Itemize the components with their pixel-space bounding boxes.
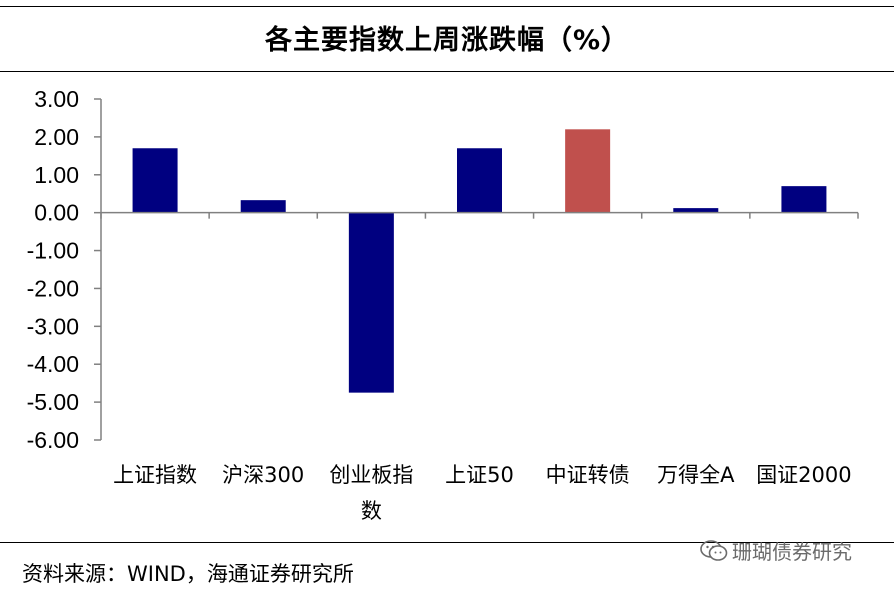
x-category-label: 国证2000	[756, 463, 851, 487]
bottom-rule	[0, 542, 894, 543]
y-tick-label: -2.00	[27, 275, 79, 301]
bar-chart: 3.00 2.00 1.00 0.00 -1.00 -2.00 -3.00 -4.00 -5.0…	[27, 86, 859, 523]
bar-6	[781, 186, 827, 213]
y-tick-label: 1.00	[34, 162, 79, 188]
y-tick-label: -6.00	[27, 427, 79, 453]
chart-title: 各主要指数上周涨跌幅（%）	[264, 25, 630, 56]
watermark-text: 珊瑚债券研究	[732, 540, 852, 564]
x-category-label: 沪深300	[222, 463, 304, 487]
bar-0	[132, 148, 178, 213]
bar-4	[565, 129, 611, 213]
y-tick-label: 3.00	[34, 86, 79, 112]
bar-1	[240, 200, 286, 213]
x-category-label: 中证转债	[546, 463, 630, 487]
x-category-label: 上证50	[445, 463, 514, 487]
top-rule	[0, 6, 894, 7]
x-category-label: 万得全A	[657, 463, 735, 487]
y-tick-label: -5.00	[27, 389, 79, 415]
bars	[132, 129, 827, 393]
title-rule	[0, 71, 894, 72]
y-tick-label: -1.00	[27, 238, 79, 264]
bar-2	[348, 212, 394, 393]
x-category-label: 数	[361, 499, 382, 523]
wechat-icon	[700, 539, 728, 561]
x-category-label: 创业板指	[329, 463, 413, 487]
bar-5	[673, 208, 719, 213]
x-axis	[100, 211, 859, 219]
watermark: 珊瑚债券研究	[700, 536, 852, 565]
source-note: 资料来源：WIND，海通证券研究所	[22, 562, 354, 586]
y-tick-label: 0.00	[34, 200, 79, 226]
y-tick-label: 2.00	[34, 124, 79, 150]
y-axis: 3.00 2.00 1.00 0.00 -1.00 -2.00 -3.00 -4.00 -5.0…	[27, 86, 102, 453]
y-tick-label: -4.00	[27, 351, 79, 377]
x-category-label: 上证指数	[113, 463, 197, 487]
bar-3	[457, 148, 502, 213]
y-tick-label: -3.00	[27, 313, 79, 339]
